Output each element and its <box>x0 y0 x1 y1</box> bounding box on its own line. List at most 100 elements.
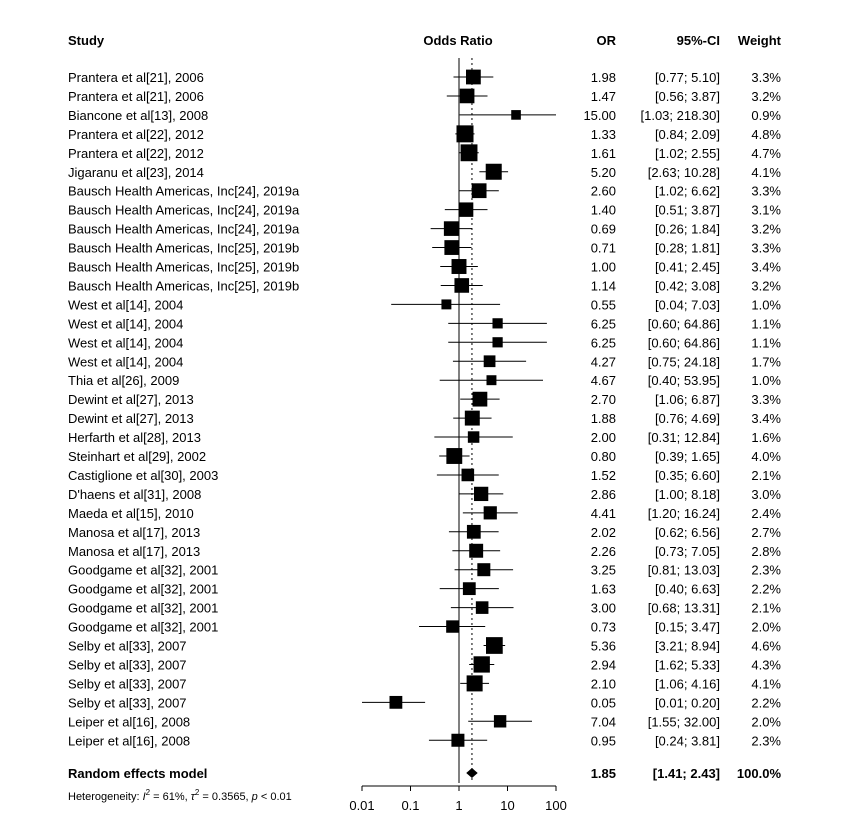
study-label: West et al[14], 2004 <box>68 354 183 369</box>
or-value: 2.10 <box>591 676 616 691</box>
study-row: Bausch Health Americas, Inc[25], 2019b 0.… <box>68 240 781 256</box>
study-label: Herfarth et al[28], 2013 <box>68 430 201 445</box>
ci-value: [0.24; 3.81] <box>655 733 720 748</box>
effect-square <box>459 88 475 104</box>
or-value: 6.25 <box>591 316 616 331</box>
effect-square <box>441 299 452 310</box>
effect-square <box>473 656 490 673</box>
study-label: Dewint et al[27], 2013 <box>68 392 194 407</box>
study-label: Leiper et al[16], 2008 <box>68 714 190 729</box>
effect-square <box>492 337 503 348</box>
weight-value: 2.7% <box>751 525 781 540</box>
study-label: Prantera et al[21], 2006 <box>68 70 204 85</box>
ci-value: [0.81; 13.03] <box>648 563 720 578</box>
ci-value: [0.39; 1.65] <box>655 449 720 464</box>
effect-square <box>465 69 481 85</box>
study-row: West et al[14], 2004 4.27 [0.75; 24.18] 1.7… <box>68 354 781 369</box>
weight-value: 2.3% <box>751 733 781 748</box>
study-label: West et al[14], 2004 <box>68 316 183 331</box>
weight-value: 3.1% <box>751 203 781 218</box>
header-ci: 95%-CI <box>677 33 720 48</box>
or-value: 1.33 <box>591 127 616 142</box>
or-value: 4.41 <box>591 506 616 521</box>
study-row: West et al[14], 2004 0.55 [0.04; 7.03] 1.0% <box>68 297 781 312</box>
ci-value: [1.00; 8.18] <box>655 487 720 502</box>
or-value: 2.86 <box>591 487 616 502</box>
ci-value: [0.04; 7.03] <box>655 297 720 312</box>
study-row: Leiper et al[16], 2008 7.04 [1.55; 32.00] 2… <box>68 714 781 729</box>
study-row: Goodgame et al[32], 2001 3.00 [0.68; 13.31… <box>68 601 781 616</box>
x-axis: 0.01 0.1 1 10 100 <box>349 58 567 813</box>
or-value: 0.71 <box>591 241 616 256</box>
or-value: 4.27 <box>591 354 616 369</box>
study-label: Goodgame et al[32], 2001 <box>68 582 218 597</box>
or-value: 4.67 <box>591 373 616 388</box>
effect-square <box>451 733 465 747</box>
ci-value: [0.60; 64.86] <box>648 335 720 350</box>
or-value: 7.04 <box>591 714 616 729</box>
weight-value: 3.3% <box>751 184 781 199</box>
study-label: Prantera et al[22], 2012 <box>68 146 204 161</box>
or-value: 2.26 <box>591 544 616 559</box>
pooled-ci: [1.41; 2.43] <box>653 766 720 781</box>
study-row: Prantera et al[22], 2012 1.61 [1.02; 2.55]… <box>68 144 781 162</box>
weight-value: 3.2% <box>751 222 781 237</box>
heterogeneity-text: Heterogeneity: I2 = 61%, τ2 = 0.3565, p … <box>68 788 292 803</box>
weight-value: 4.1% <box>751 165 781 180</box>
ci-value: [0.31; 12.84] <box>648 430 720 445</box>
study-label: Thia et al[26], 2009 <box>68 373 179 388</box>
ci-value: [1.62; 5.33] <box>655 657 720 672</box>
x-tick-label: 10 <box>500 798 514 813</box>
study-row: Prantera et al[21], 2006 1.98 [0.77; 5.10]… <box>68 69 781 85</box>
weight-value: 2.8% <box>751 544 781 559</box>
weight-value: 3.3% <box>751 392 781 407</box>
study-row: Thia et al[26], 2009 4.67 [0.40; 53.95] 1.0… <box>68 373 781 388</box>
ci-value: [0.56; 3.87] <box>655 89 720 104</box>
effect-square <box>454 278 470 293</box>
x-tick-label: 1 <box>455 798 462 813</box>
effect-square <box>486 637 503 654</box>
ci-value: [0.76; 4.69] <box>655 411 720 426</box>
study-row: Goodgame et al[32], 2001 1.63 [0.40; 6.63]… <box>68 582 781 597</box>
study-row: Dewint et al[27], 2013 2.70 [1.06; 6.87] 3.… <box>68 391 781 407</box>
study-row: Bausch Health Americas, Inc[25], 2019b 1.… <box>68 259 781 275</box>
study-row: Bausch Health Americas, Inc[24], 2019a 1.… <box>68 202 781 218</box>
ci-value: [0.28; 1.81] <box>655 241 720 256</box>
ci-value: [1.02; 2.55] <box>655 146 720 161</box>
study-row: Bausch Health Americas, Inc[24], 2019a 0.… <box>68 221 781 237</box>
weight-value: 1.6% <box>751 430 781 445</box>
or-value: 1.88 <box>591 411 616 426</box>
effect-square <box>444 240 460 255</box>
study-row: Steinhart et al[29], 2002 0.80 [0.39; 1.65… <box>68 448 781 464</box>
effect-square <box>493 715 507 728</box>
study-row: West et al[14], 2004 6.25 [0.60; 64.86] 1.1… <box>68 335 781 350</box>
weight-value: 2.0% <box>751 620 781 635</box>
study-label: Bausch Health Americas, Inc[24], 2019a <box>68 203 300 218</box>
effect-square <box>458 202 474 217</box>
weight-value: 4.8% <box>751 127 781 142</box>
effect-square <box>461 468 475 482</box>
or-value: 15.00 <box>583 108 616 123</box>
weight-value: 3.2% <box>751 89 781 104</box>
effect-square <box>511 110 521 120</box>
effect-square <box>389 695 403 709</box>
effect-square <box>485 163 502 180</box>
ci-value: [0.60; 64.86] <box>648 316 720 331</box>
study-row: Goodgame et al[32], 2001 3.25 [0.81; 13.03… <box>68 563 781 578</box>
ci-value: [2.63; 10.28] <box>648 165 720 180</box>
ci-value: [0.40; 6.63] <box>655 582 720 597</box>
or-value: 1.63 <box>591 582 616 597</box>
or-value: 1.00 <box>591 260 616 275</box>
ci-value: [0.77; 5.10] <box>655 70 720 85</box>
study-row: Goodgame et al[32], 2001 0.73 [0.15; 3.47]… <box>68 620 781 635</box>
ci-value: [0.40; 53.95] <box>648 373 720 388</box>
or-value: 1.98 <box>591 70 616 85</box>
header-study: Study <box>68 33 105 48</box>
weight-value: 1.0% <box>751 373 781 388</box>
weight-value: 1.0% <box>751 297 781 312</box>
weight-value: 3.3% <box>751 70 781 85</box>
effect-square <box>486 375 497 386</box>
effect-square <box>492 318 503 329</box>
study-label: Selby et al[33], 2007 <box>68 657 187 672</box>
study-row: Prantera et al[21], 2006 1.47 [0.56; 3.87]… <box>68 88 781 104</box>
